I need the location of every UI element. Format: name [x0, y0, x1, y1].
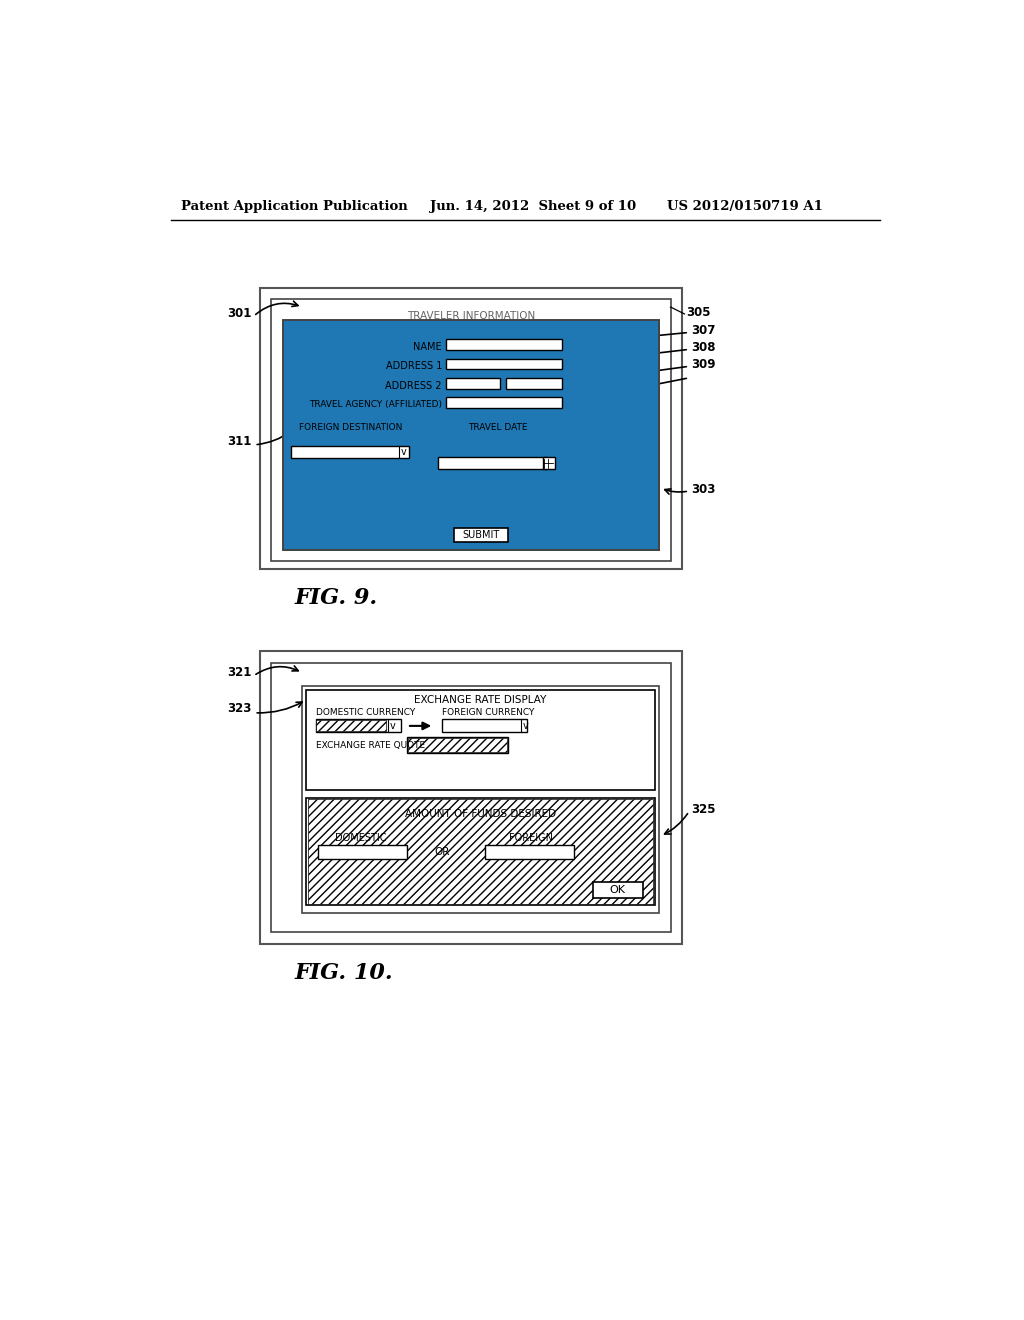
- Text: 305: 305: [686, 306, 711, 319]
- Bar: [306, 797, 655, 906]
- Bar: [407, 738, 508, 752]
- Bar: [435, 434, 560, 494]
- Text: 303: 303: [691, 483, 716, 496]
- Bar: [593, 882, 643, 898]
- Bar: [360, 322, 657, 548]
- Text: DOMESTIC CURRENCY: DOMESTIC CURRENCY: [315, 709, 415, 717]
- Text: EXCHANGE RATE DISPLAY: EXCHANGE RATE DISPLAY: [415, 696, 547, 705]
- Bar: [291, 446, 410, 458]
- Text: AMOUNT OF FUNDS DESIRED: AMOUNT OF FUNDS DESIRED: [406, 809, 556, 820]
- Bar: [445, 397, 562, 408]
- Text: TRAVEL DATE: TRAVEL DATE: [468, 422, 527, 432]
- Text: Patent Application Publication: Patent Application Publication: [180, 199, 408, 213]
- Bar: [306, 689, 655, 789]
- Text: ADDRESS 2: ADDRESS 2: [385, 380, 442, 391]
- Text: DOMESTIC: DOMESTIC: [335, 833, 386, 842]
- Text: v: v: [401, 446, 407, 457]
- Bar: [283, 321, 658, 549]
- Bar: [543, 457, 555, 470]
- Bar: [260, 288, 682, 569]
- Text: v: v: [390, 721, 396, 731]
- Text: FIG. 9.: FIG. 9.: [295, 586, 378, 609]
- Text: OR: OR: [434, 847, 450, 857]
- Text: 321: 321: [227, 667, 252, 680]
- Bar: [283, 321, 658, 549]
- Text: 311: 311: [227, 436, 252, 449]
- Bar: [302, 686, 658, 913]
- Bar: [316, 719, 386, 731]
- Text: OK: OK: [610, 884, 626, 895]
- Bar: [506, 378, 562, 388]
- Text: US 2012/0150719 A1: US 2012/0150719 A1: [667, 199, 822, 213]
- Bar: [283, 321, 658, 549]
- Text: 323: 323: [227, 702, 252, 715]
- Text: FOREIGN DESTINATION: FOREIGN DESTINATION: [299, 422, 402, 432]
- Bar: [260, 651, 682, 944]
- Bar: [445, 339, 562, 350]
- Bar: [438, 457, 547, 470]
- Text: 307: 307: [691, 325, 716, 338]
- Text: TRAVEL AGENCY (AFFILIATED): TRAVEL AGENCY (AFFILIATED): [309, 400, 442, 409]
- Text: NAME: NAME: [414, 342, 442, 352]
- Text: 301: 301: [227, 308, 252, 321]
- Text: 325: 325: [691, 803, 716, 816]
- Bar: [271, 300, 671, 561]
- Bar: [442, 719, 527, 733]
- Bar: [287, 418, 415, 496]
- Bar: [408, 738, 507, 752]
- Text: 309: 309: [691, 358, 716, 371]
- Text: EXCHANGE RATE QUOTE: EXCHANGE RATE QUOTE: [315, 741, 425, 750]
- Text: TRAVELER INFORMATION: TRAVELER INFORMATION: [407, 312, 536, 321]
- Bar: [289, 434, 414, 494]
- Bar: [315, 719, 400, 733]
- Bar: [434, 418, 562, 496]
- Text: ADDRESS 1: ADDRESS 1: [385, 362, 442, 371]
- Text: Jun. 14, 2012  Sheet 9 of 10: Jun. 14, 2012 Sheet 9 of 10: [430, 199, 636, 213]
- Text: FOREIGN: FOREIGN: [509, 833, 553, 842]
- Text: 308: 308: [691, 342, 716, 354]
- Text: v: v: [522, 721, 528, 731]
- Bar: [445, 359, 562, 370]
- Bar: [454, 528, 508, 541]
- Bar: [271, 663, 671, 932]
- Bar: [317, 845, 407, 859]
- Text: FOREIGN CURRENCY: FOREIGN CURRENCY: [442, 709, 535, 717]
- Bar: [484, 845, 573, 859]
- Bar: [308, 799, 653, 904]
- Bar: [485, 846, 572, 858]
- Text: SUBMIT: SUBMIT: [462, 529, 500, 540]
- Bar: [445, 378, 500, 388]
- Text: FIG. 10.: FIG. 10.: [295, 961, 393, 983]
